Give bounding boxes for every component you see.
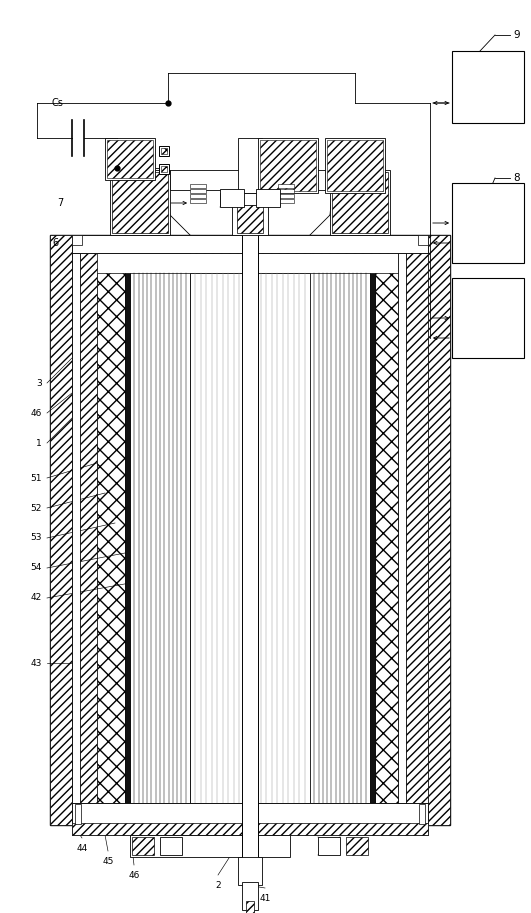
Text: 7: 7 — [57, 198, 63, 208]
Bar — [242, 200, 258, 870]
Bar — [190, 199, 206, 203]
Text: 41: 41 — [259, 894, 271, 902]
Text: 能量存储: 能量存储 — [479, 198, 497, 207]
Bar — [278, 194, 294, 198]
Bar — [159, 146, 169, 156]
Bar — [220, 189, 244, 207]
Bar — [375, 273, 403, 803]
Text: 46: 46 — [31, 408, 42, 417]
Text: 6: 6 — [52, 238, 58, 248]
Bar — [125, 273, 130, 803]
Text: 能量存储: 能量存储 — [479, 293, 497, 302]
Bar — [72, 235, 82, 245]
Bar — [428, 235, 450, 825]
Bar — [112, 172, 168, 233]
Bar — [110, 170, 170, 235]
Bar — [237, 195, 263, 233]
Bar — [220, 193, 280, 205]
Text: 53: 53 — [30, 533, 42, 542]
Bar — [132, 837, 154, 855]
Bar — [159, 164, 169, 174]
Text: 43: 43 — [31, 658, 42, 667]
Bar — [72, 823, 428, 835]
Bar — [190, 189, 206, 193]
Text: 8: 8 — [513, 173, 520, 183]
Bar — [346, 837, 368, 855]
Text: 3: 3 — [36, 379, 42, 387]
Bar — [318, 837, 340, 855]
Bar — [130, 835, 290, 857]
Text: 2: 2 — [215, 880, 221, 889]
Text: 45: 45 — [102, 856, 114, 866]
Bar — [72, 803, 428, 835]
Bar — [50, 235, 450, 825]
Bar — [232, 193, 268, 235]
Text: 44: 44 — [76, 844, 88, 853]
Bar — [310, 273, 370, 803]
Bar — [238, 138, 262, 193]
Bar — [130, 273, 190, 803]
Text: 54: 54 — [31, 563, 42, 572]
Bar — [107, 140, 153, 178]
Bar — [190, 194, 206, 198]
Text: 单元二: 单元二 — [481, 223, 495, 232]
Bar — [160, 837, 182, 855]
Bar — [161, 166, 167, 172]
Text: 46: 46 — [129, 870, 140, 879]
Bar — [278, 184, 294, 188]
Bar — [419, 804, 425, 824]
Text: 9: 9 — [513, 30, 520, 40]
Bar — [278, 199, 294, 203]
Bar — [190, 273, 310, 803]
Bar — [50, 235, 72, 825]
Bar — [72, 803, 428, 825]
Bar — [72, 235, 428, 253]
Bar — [418, 235, 428, 245]
Bar — [327, 140, 383, 191]
Bar — [190, 184, 206, 188]
Bar — [72, 235, 428, 253]
Text: 开关门: 开关门 — [481, 81, 495, 90]
Bar — [97, 273, 125, 803]
Bar — [256, 189, 280, 207]
Bar — [238, 857, 262, 885]
Text: 触发放电: 触发放电 — [479, 62, 497, 71]
Bar — [72, 253, 97, 803]
Text: 42: 42 — [31, 593, 42, 603]
Text: 单元一: 单元一 — [481, 318, 495, 327]
Text: 1: 1 — [36, 438, 42, 447]
Bar — [258, 138, 318, 193]
Bar — [325, 138, 385, 193]
Bar — [246, 901, 254, 913]
Bar — [452, 183, 524, 263]
Bar — [105, 138, 155, 180]
Bar — [370, 273, 375, 803]
Bar — [72, 253, 80, 803]
Text: 控制: 控制 — [483, 100, 493, 110]
Bar — [398, 253, 406, 803]
Bar — [403, 253, 428, 803]
Bar — [332, 172, 388, 233]
Bar — [170, 170, 330, 190]
Bar — [278, 189, 294, 193]
Text: Cs: Cs — [51, 98, 63, 108]
Bar — [260, 140, 316, 191]
Text: 51: 51 — [30, 474, 42, 482]
Bar — [75, 804, 81, 824]
Bar — [330, 170, 390, 235]
Bar — [452, 51, 524, 123]
Text: 52: 52 — [31, 503, 42, 512]
Bar — [242, 882, 258, 910]
Bar — [452, 278, 524, 358]
Bar — [161, 148, 167, 154]
Bar — [72, 241, 190, 253]
